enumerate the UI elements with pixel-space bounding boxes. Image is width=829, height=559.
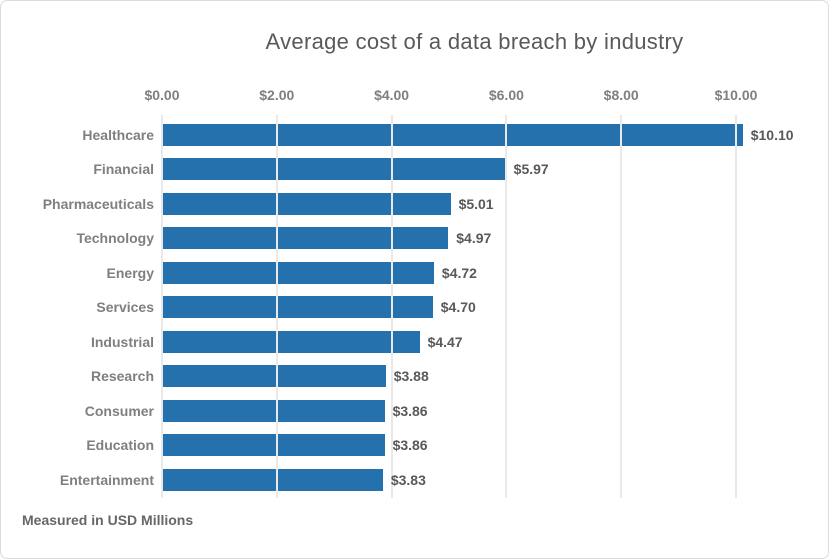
value-label: $3.88 (393, 368, 429, 384)
x-axis-tick-label: $10.00 (714, 87, 758, 103)
bar (163, 227, 449, 249)
gridline (275, 115, 278, 498)
gridline (620, 115, 623, 498)
category-label: Services (96, 299, 154, 315)
x-axis-tick-label: $8.00 (603, 87, 639, 103)
chart-title: Average cost of a data breach by industr… (265, 29, 684, 54)
category-label: Entertainment (59, 471, 154, 488)
value-label: $3.86 (392, 437, 428, 453)
x-axis-tick-label: $4.00 (374, 87, 410, 103)
gridline (735, 115, 737, 498)
value-label: $3.83 (390, 471, 426, 488)
value-label: $3.86 (392, 402, 428, 419)
chart-footnote: Measured in USD Millions (22, 512, 194, 528)
category-label: Research (90, 368, 154, 384)
bar (163, 434, 385, 456)
x-axis-tick-label: $2.00 (259, 87, 295, 103)
value-label: $4.72 (441, 264, 477, 281)
value-label: $10.10 (750, 126, 794, 143)
value-label: $5.97 (513, 161, 549, 177)
x-axis-tick-label: $0.00 (144, 87, 180, 103)
category-label: Technology (76, 230, 154, 246)
value-label: $5.01 (458, 195, 494, 212)
gridline (390, 115, 393, 498)
value-label: $4.47 (427, 333, 463, 350)
category-label: Healthcare (82, 126, 154, 143)
gridline (161, 115, 163, 498)
bar (163, 468, 383, 491)
bar (163, 330, 420, 353)
category-label: Energy (106, 264, 154, 281)
bar (163, 192, 451, 215)
category-label: Financial (93, 161, 154, 177)
bar (163, 296, 433, 318)
category-label: Consumer (84, 402, 154, 419)
category-label: Pharmaceuticals (42, 195, 154, 212)
bar (163, 123, 743, 146)
value-label: $4.70 (440, 299, 476, 315)
bar (163, 365, 386, 387)
category-label: Industrial (90, 333, 154, 350)
category-label: Education (86, 437, 154, 453)
x-axis-tick-label: $6.00 (488, 87, 524, 103)
value-label: $4.97 (456, 230, 492, 246)
bar (163, 158, 506, 180)
bar (163, 399, 385, 422)
bar (163, 261, 434, 284)
gridline (505, 115, 508, 498)
